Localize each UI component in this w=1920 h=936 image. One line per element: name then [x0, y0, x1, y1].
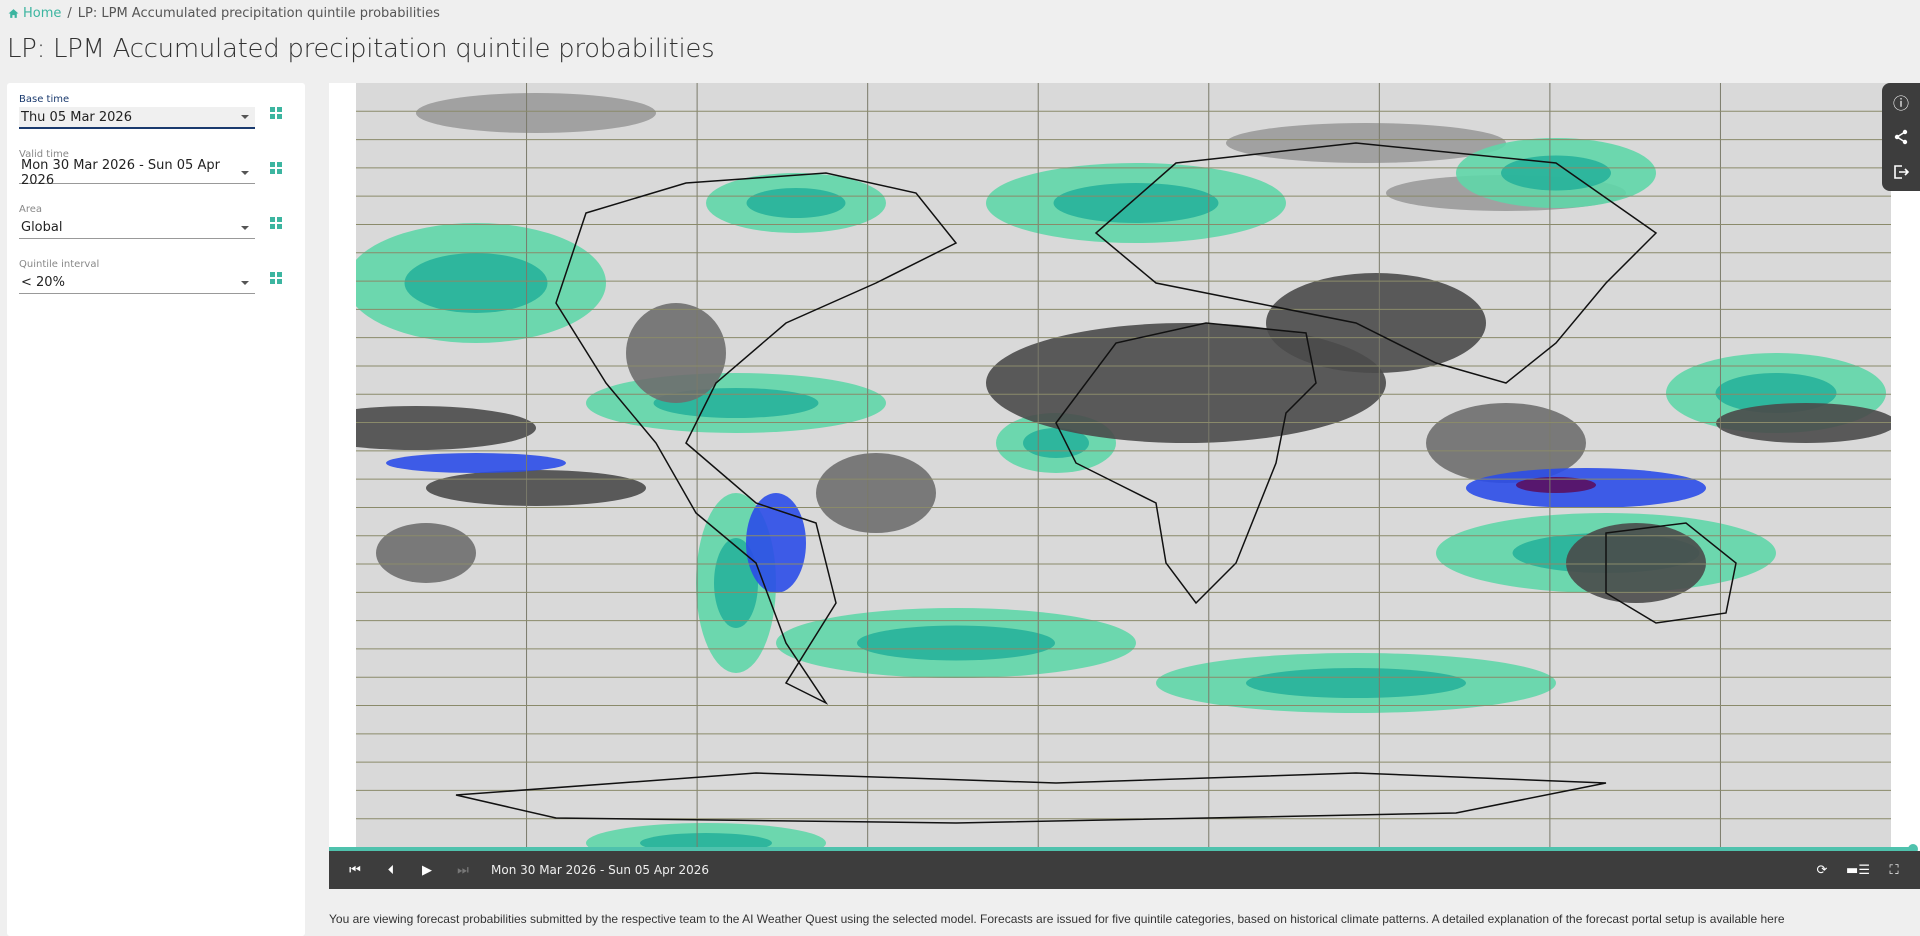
probability-area — [1715, 373, 1837, 413]
coastline — [1094, 142, 1658, 384]
field-value: < 20% — [21, 275, 65, 290]
loop-icon[interactable]: ⟳ — [1816, 862, 1828, 878]
grid-view-icon[interactable] — [270, 107, 282, 119]
probability-area — [1501, 155, 1611, 191]
probability-area — [426, 470, 646, 506]
home-icon — [8, 9, 19, 18]
forecast-map[interactable] — [356, 83, 1891, 847]
coastline — [555, 172, 958, 705]
description-text: You are viewing forecast probabilities s… — [329, 912, 1785, 926]
caret-down-icon — [241, 115, 249, 119]
valid-time-select[interactable]: Valid time Mon 30 Mar 2026 - Sun 05 Apr … — [19, 149, 255, 188]
field-label: Area — [19, 204, 43, 215]
probability-area — [714, 538, 758, 628]
field-value: Thu 05 Mar 2026 — [21, 109, 132, 125]
grid-view-icon[interactable] — [270, 272, 282, 284]
grid-view-icon[interactable] — [270, 217, 282, 229]
probability-area — [1516, 477, 1596, 493]
probability-area — [816, 453, 936, 533]
area-select[interactable]: Area Global — [19, 204, 255, 239]
probability-area — [376, 523, 476, 583]
previous-frame-button[interactable]: ⏴ — [387, 862, 395, 878]
coastline — [455, 772, 1607, 824]
field-label: Valid time — [19, 149, 69, 160]
timeline-handle[interactable] — [1908, 844, 1918, 854]
coastline — [1055, 322, 1317, 605]
legend-toggle-icon[interactable]: ▬☰ — [1846, 862, 1870, 878]
field-value: Global — [21, 220, 63, 235]
next-frame-button[interactable]: ⏭ — [457, 862, 469, 878]
field-label: Quintile interval — [19, 259, 100, 270]
quintile-interval-select[interactable]: Quintile interval < 20% — [19, 259, 255, 294]
probability-area — [386, 453, 566, 473]
page-title: LP: LPM Accumulated precipitation quinti… — [7, 34, 715, 64]
probability-area — [1246, 668, 1466, 698]
caret-down-icon — [241, 170, 249, 175]
breadcrumb-home-link[interactable]: Home — [8, 6, 61, 21]
probability-area — [1566, 523, 1706, 603]
probability-area — [404, 253, 548, 313]
probability-area — [746, 493, 806, 593]
probability-area — [857, 625, 1055, 661]
map-toolbar: ⓘ — [1882, 83, 1920, 191]
caret-down-icon — [241, 280, 249, 285]
breadcrumb-separator: / — [67, 6, 72, 21]
probability-area — [626, 303, 726, 403]
fullscreen-icon[interactable]: ⛶ — [1889, 862, 1899, 878]
current-frame-label: Mon 30 Mar 2026 - Sun 05 Apr 2026 — [491, 863, 709, 877]
share-icon[interactable] — [1893, 129, 1909, 149]
home-label: Home — [23, 6, 62, 21]
probability-area — [356, 406, 536, 450]
breadcrumb-current: LP: LPM Accumulated precipitation quinti… — [77, 6, 440, 21]
base-time-select[interactable]: Base time Thu 05 Mar 2026 — [19, 94, 255, 129]
probability-area — [640, 833, 772, 847]
probability-area — [746, 188, 846, 218]
play-button[interactable]: ▶ — [422, 862, 432, 878]
info-icon[interactable]: ⓘ — [1892, 94, 1909, 114]
first-frame-button[interactable]: ⏮ — [349, 862, 361, 878]
grid-view-icon[interactable] — [270, 162, 282, 174]
field-value: Mon 30 Mar 2026 - Sun 05 Apr 2026 — [21, 157, 220, 188]
caret-down-icon — [241, 225, 249, 230]
probability-area — [1266, 273, 1486, 373]
timeline-progress[interactable] — [329, 847, 1914, 851]
field-label: Base time — [19, 94, 70, 105]
probability-area — [1226, 123, 1506, 163]
coastline — [1605, 522, 1737, 624]
export-icon[interactable] — [1893, 164, 1910, 184]
player-controls: ⏮ ⏴ ▶ ⏭ Mon 30 Mar 2026 - Sun 05 Apr 202… — [329, 851, 1920, 889]
probability-area — [1053, 183, 1219, 223]
probability-area — [416, 93, 656, 133]
breadcrumb: Home / LP: LPM Accumulated precipitation… — [8, 6, 440, 21]
sidebar: Base time Thu 05 Mar 2026 Valid time Mon… — [7, 83, 305, 936]
